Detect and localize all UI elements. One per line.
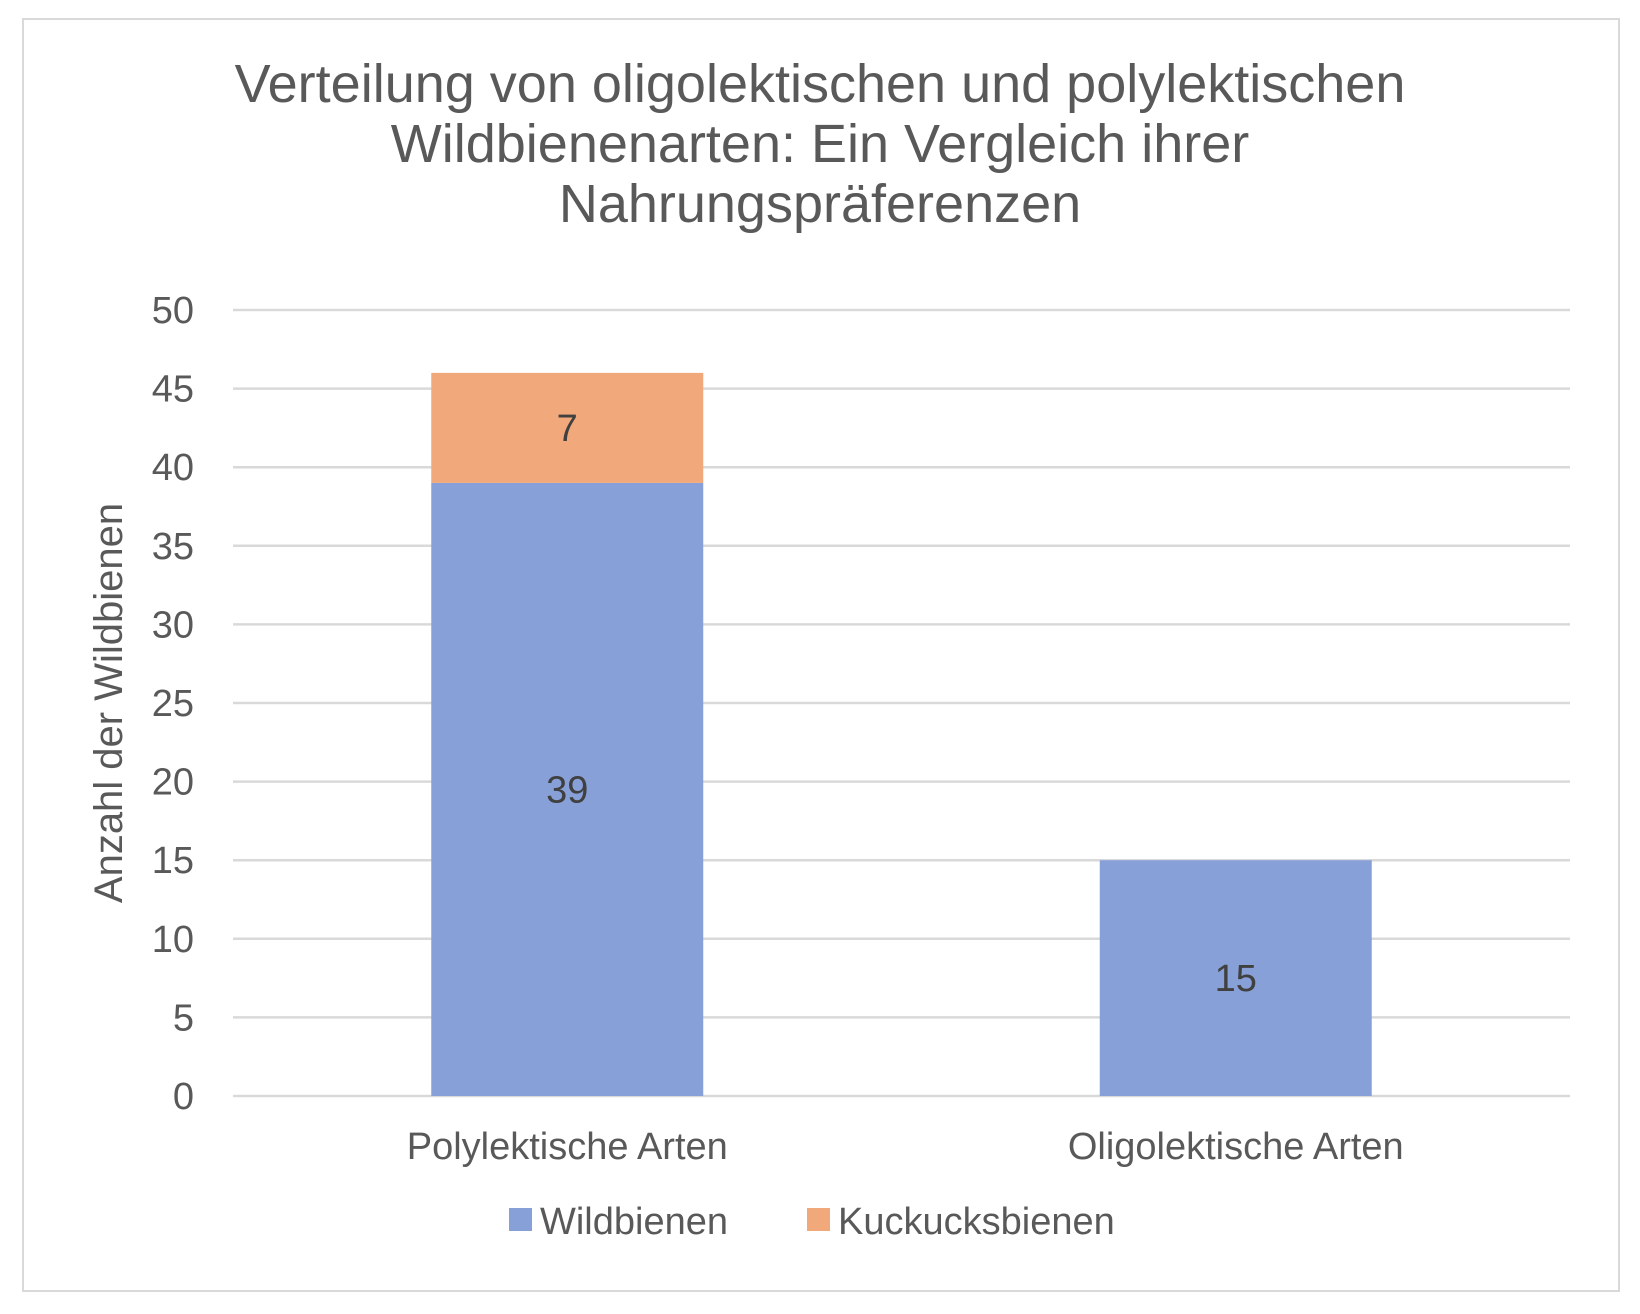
y-tick-label: 15 (152, 840, 194, 882)
y-tick-label: 25 (152, 683, 194, 725)
chart-title-line-3: Nahrungspräferenzen (558, 174, 1082, 234)
y-tick-label: 50 (152, 290, 194, 332)
bar-wildbienen-2[interactable] (1099, 860, 1372, 1096)
y-tick-label: 20 (152, 762, 194, 804)
y-axis-title: Anzahl der Wildbienen (87, 503, 131, 903)
data-label: 7 (557, 408, 578, 450)
x-category-label: Polylektische Arten (407, 1126, 728, 1168)
chart-title-line-1: Verteilung von oligolektischen und polyl… (234, 54, 1406, 114)
y-tick-label: 40 (152, 447, 194, 489)
legend-label-wildbienen: Wildbienen (540, 1201, 728, 1243)
y-tick-label: 5 (173, 997, 194, 1039)
chart-title: Verteilung von oligolektischen und polyl… (0, 54, 1640, 234)
y-tick-label: 35 (152, 526, 194, 568)
chart-title-line-2: Wildbienenarten: Ein Vergleich ihrer (390, 114, 1250, 174)
data-label: 39 (546, 769, 588, 811)
bar-kuckucksbienen-1[interactable] (431, 372, 704, 483)
legend-swatch-wildbienen (509, 1208, 532, 1231)
y-tick-label: 30 (152, 604, 194, 646)
y-tick-label: 45 (152, 369, 194, 411)
legend-label-kuckucksbienen: Kuckucksbienen (838, 1201, 1115, 1243)
legend-swatch-kuckucksbienen (807, 1208, 830, 1231)
data-label: 15 (1215, 958, 1257, 1000)
x-category-label: Oligolektische Arten (1068, 1126, 1404, 1168)
y-tick-label: 0 (173, 1076, 194, 1118)
bar-wildbienen-1[interactable] (431, 482, 704, 1096)
y-tick-label: 10 (152, 919, 194, 961)
